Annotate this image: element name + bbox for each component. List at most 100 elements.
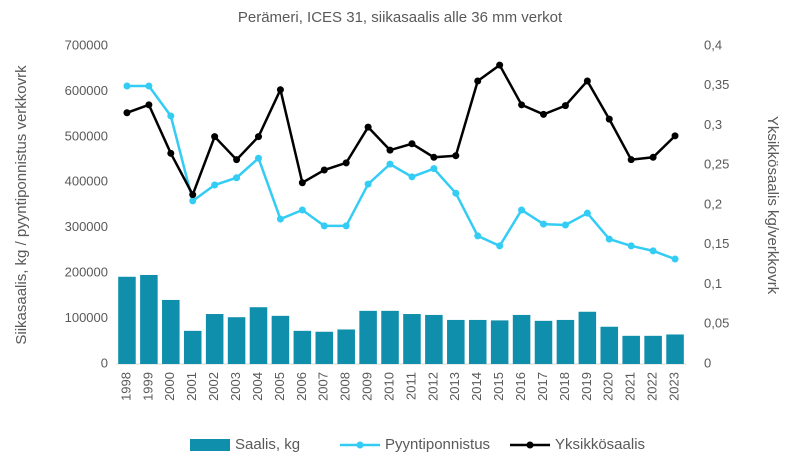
x-tick-label: 2010 — [381, 372, 396, 401]
bar — [534, 320, 553, 364]
y2-tick-label: 0 — [704, 355, 711, 370]
bar — [227, 317, 246, 364]
marker — [123, 82, 131, 90]
marker — [605, 235, 613, 243]
marker — [123, 109, 131, 117]
bar — [183, 330, 202, 364]
marker — [386, 160, 394, 168]
x-tick-label: 2008 — [338, 372, 353, 401]
bar — [578, 311, 597, 364]
marker — [276, 86, 284, 94]
bar — [359, 310, 377, 364]
marker — [145, 101, 153, 109]
x-tick-label: 2002 — [206, 372, 221, 401]
legend-label: Yksikkösaalis — [555, 436, 645, 453]
marker — [342, 222, 350, 230]
x-tick-label: 2001 — [184, 372, 199, 401]
y2-tick-label: 0,25 — [704, 157, 729, 172]
marker — [211, 133, 219, 141]
marker — [540, 110, 547, 118]
marker — [627, 242, 635, 250]
bar — [556, 319, 575, 364]
marker — [452, 189, 460, 197]
marker — [496, 61, 504, 69]
x-tick-label: 2003 — [228, 372, 243, 401]
marker — [211, 181, 219, 189]
marker — [276, 215, 284, 223]
x-tick-label: 2022 — [645, 372, 660, 401]
marker — [605, 115, 613, 123]
marker — [386, 146, 394, 154]
y2-axis-title: Yksikkösaalis kg/verkkovrk — [764, 116, 781, 295]
legend: Saalis, kg Pyyntiponnistus Yksikkösaalis — [190, 436, 645, 453]
bar — [666, 334, 684, 364]
x-tick-label: 2007 — [316, 372, 331, 401]
marker — [649, 247, 657, 255]
y2-tick-label: 0,2 — [704, 196, 722, 211]
y2-tick-label: 0,05 — [704, 316, 729, 331]
marker — [671, 255, 679, 263]
marker — [364, 123, 372, 131]
marker — [364, 180, 372, 188]
x-tick-label: 2004 — [250, 372, 265, 401]
bar — [205, 314, 224, 364]
marker — [430, 153, 438, 161]
bar — [249, 307, 268, 364]
bar — [512, 314, 531, 364]
marker — [518, 101, 526, 109]
legend-marker — [356, 441, 364, 449]
x-tick-label: 2017 — [535, 372, 550, 401]
x-tick-label: 2020 — [601, 372, 616, 401]
marker — [496, 242, 504, 250]
y-tick-label: 700000 — [65, 37, 108, 52]
marker — [540, 220, 547, 228]
marker — [649, 153, 657, 161]
legend-marker — [526, 441, 534, 449]
y-tick-label: 200000 — [65, 265, 108, 280]
marker — [255, 154, 262, 162]
marker — [255, 133, 262, 141]
bar — [381, 310, 399, 364]
marker — [452, 152, 460, 160]
bar — [490, 320, 509, 364]
x-tick-label: 2000 — [162, 372, 177, 401]
marker — [430, 165, 438, 173]
bar — [468, 319, 487, 364]
bar — [293, 330, 312, 364]
x-tick-label: 1998 — [118, 372, 133, 401]
line — [126, 84, 676, 261]
bar — [140, 274, 158, 364]
bar — [622, 335, 640, 364]
bar — [425, 314, 443, 364]
x-tick-label: 2011 — [403, 372, 418, 400]
marker — [342, 159, 350, 167]
y-tick-label: 400000 — [65, 174, 108, 189]
marker — [518, 206, 526, 214]
bar — [118, 276, 136, 364]
bar — [403, 314, 421, 364]
y-tick-label: 0 — [101, 355, 108, 370]
x-tick-label: 1999 — [140, 372, 155, 401]
x-tick-label: 2012 — [425, 372, 440, 401]
marker — [189, 197, 197, 205]
y-tick-label: 500000 — [65, 128, 108, 143]
x-tick-label: 2019 — [579, 372, 594, 401]
bar — [271, 315, 290, 364]
line — [126, 63, 676, 198]
bar — [162, 299, 180, 364]
marker — [583, 77, 591, 85]
x-tick-label: 2013 — [447, 372, 462, 401]
legend-label: Saalis, kg — [235, 436, 300, 453]
marker — [671, 132, 679, 140]
marker — [145, 82, 153, 90]
bar — [447, 319, 465, 364]
x-tick-label: 2014 — [469, 372, 484, 401]
y2-tick-label: 0,1 — [704, 276, 722, 291]
marker — [233, 174, 241, 182]
y-tick-label: 300000 — [65, 219, 108, 234]
marker — [320, 222, 328, 230]
marker — [167, 149, 175, 157]
x-tick-label: 2009 — [360, 372, 375, 401]
